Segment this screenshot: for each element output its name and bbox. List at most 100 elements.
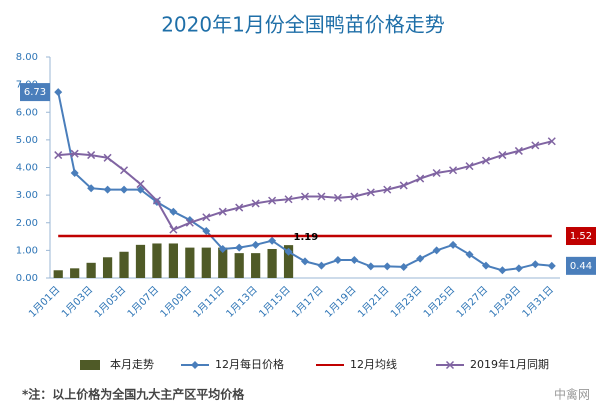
marker [202,227,211,236]
marker [449,240,458,249]
marker [416,174,425,183]
marker [120,166,129,175]
y-tick-label: 4.00 [16,163,38,174]
bar [267,248,277,278]
y-tick-label: 8.00 [16,52,38,63]
data-label: 1.19 [294,232,319,243]
marker [268,236,277,245]
bar [185,247,195,278]
marker [547,261,556,270]
y-tick-label: 6.00 [16,107,38,118]
marker [366,262,375,271]
y-tick-label: 5.00 [16,135,38,146]
data-label: 1.52 [570,231,592,242]
marker [416,254,425,263]
marker [317,192,326,201]
marker [481,156,490,165]
y-tick-label: 0.00 [16,273,38,284]
legend-label: 2019年1月同期 [470,357,549,371]
marker [185,218,194,227]
bar [135,244,146,278]
bar [53,270,63,278]
marker [317,261,326,270]
y-tick-label: 2.00 [16,218,38,229]
marker [70,149,79,158]
marker [432,168,441,178]
marker [449,166,458,175]
legend-label: 本月走势 [110,357,154,371]
marker [514,146,523,155]
marker [399,262,408,271]
marker [218,207,227,216]
marker [251,240,260,249]
marker [103,153,112,162]
marker [103,185,112,194]
marker [498,151,507,160]
bar [234,253,244,278]
marker [350,256,359,265]
marker [465,162,474,171]
bar [201,247,211,278]
bar [168,243,178,278]
marker [87,151,96,160]
bar [119,251,129,278]
marker [432,246,441,255]
marker [531,141,540,150]
data-label-box [566,256,596,275]
marker [120,185,129,194]
marker [70,169,79,178]
legend-label: 12月均线 [350,357,397,371]
marker [481,261,490,270]
marker [350,192,359,201]
marker [235,243,244,252]
bar [86,262,96,278]
data-label: 6.73 [24,87,46,98]
data-label-box [20,83,50,102]
marker [366,188,375,197]
data-label-box [566,227,596,246]
bar [102,257,113,278]
marker [333,256,342,265]
marker [383,185,392,194]
marker [514,264,523,273]
bar [218,247,228,278]
y-tick-label: 3.00 [16,190,38,201]
marker [136,185,145,194]
marker [54,151,63,160]
marker [268,196,277,205]
marker [152,196,161,205]
legend-swatch [80,360,100,370]
bar [283,245,294,278]
bar [152,243,162,278]
watermark: 中禽网 [554,387,590,402]
marker [465,250,474,259]
marker [169,207,178,216]
footnote: *注：以上价格为全国九大主产区平均价格 [22,387,245,402]
marker [284,247,293,256]
marker [169,225,178,234]
legend-label: 12月每日价格 [215,357,284,371]
chart-title: 2020年1月份全国鸭苗价格走势 [161,13,445,37]
marker [383,262,392,271]
marker [531,260,540,269]
bar [70,268,80,278]
marker [399,181,408,190]
legend-marker [445,360,455,370]
marker [218,244,227,253]
marker [136,180,145,189]
bar [251,253,261,278]
marker [498,266,507,275]
marker [54,88,63,97]
y-tick-label: 1.00 [16,245,38,256]
marker [202,213,211,222]
legend-marker [191,361,199,369]
marker [301,257,309,266]
marker [284,195,293,204]
marker [547,137,556,146]
marker [251,199,260,208]
data-label: 0.44 [570,261,592,272]
marker [235,203,244,212]
marker [87,184,96,193]
